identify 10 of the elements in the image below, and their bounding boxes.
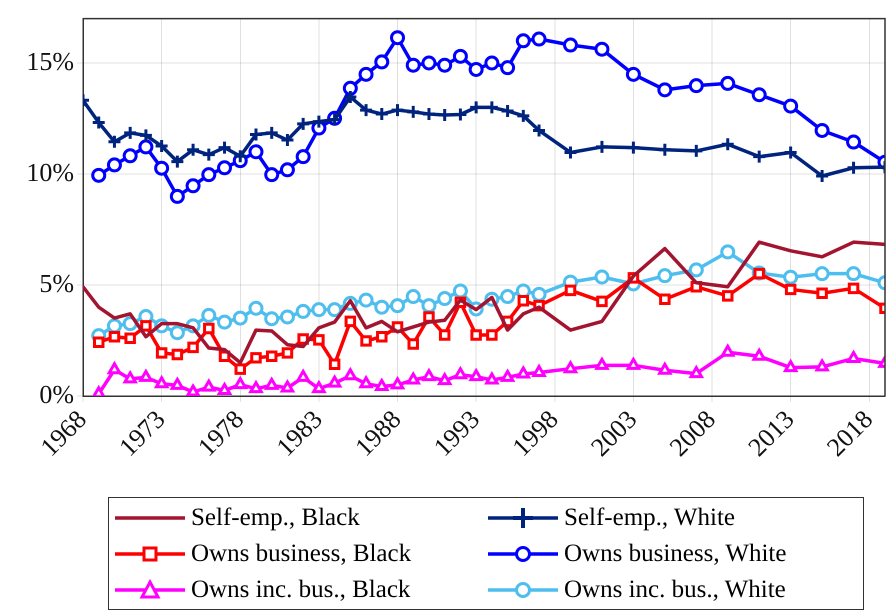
legend-label: Owns business, Black xyxy=(191,538,412,568)
y-tick-label: 10% xyxy=(26,158,74,187)
legend-label: Owns business, White xyxy=(564,538,786,568)
legend-label: Self-emp., White xyxy=(564,502,736,532)
legend-label: Owns inc. bus., Black xyxy=(191,574,410,604)
y-tick-label: 15% xyxy=(26,46,74,76)
legend-label: Self-emp., Black xyxy=(191,502,360,532)
y-tick-label: 0% xyxy=(39,380,74,409)
legend-label: Owns inc. bus., White xyxy=(564,574,786,604)
y-tick-label: 5% xyxy=(39,268,74,298)
